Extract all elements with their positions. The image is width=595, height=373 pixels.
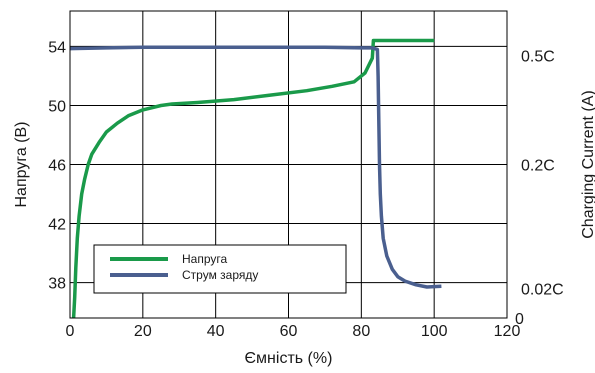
y-left-tick-label-1: 42 [48, 217, 66, 234]
y-left-tick-label-2: 46 [48, 158, 66, 175]
y-left-axis-title: Напруга (В) [13, 122, 30, 208]
y-right-axis-ticks: 0.5C 0.2C 0.02C 0 [515, 48, 564, 328]
plot-frame [69, 10, 508, 319]
x-tick-label-3: 60 [280, 323, 298, 340]
x-tick-label-6: 120 [494, 323, 521, 340]
x-axis-title: Ємність (%) [245, 350, 333, 367]
y-left-tick-label-3: 50 [48, 98, 66, 115]
x-tick-label-4: 80 [352, 323, 370, 340]
x-tick-label-1: 20 [134, 323, 152, 340]
y-left-axis-ticks: 38 42 46 50 54 [48, 39, 66, 292]
legend-label-voltage: Напруга [182, 252, 227, 266]
x-axis-ticks: 0 20 40 60 80 100 120 [66, 323, 521, 340]
y-right-tick-label-2: 0.02C [521, 281, 564, 298]
legend-label-current: Струм заряду [182, 268, 258, 282]
legend-box [93, 244, 347, 294]
x-tick-label-2: 40 [207, 323, 225, 340]
y-right-tick-label-0: 0.5C [521, 48, 555, 65]
x-tick-label-5: 100 [421, 323, 448, 340]
y-right-axis-title: Charging Current (A) [580, 90, 595, 239]
y-right-tick-label-3: 0 [515, 311, 524, 328]
y-left-tick-label-0: 38 [48, 276, 66, 293]
legend: Напруга Струм заряду [93, 244, 347, 294]
x-tick-label-0: 0 [66, 323, 75, 340]
series-layer [69, 38, 442, 319]
series-line-1 [69, 45, 442, 289]
y-left-tick-label-4: 54 [48, 39, 66, 56]
y-right-tick-label-1: 0.2C [521, 158, 555, 175]
series-line-0 [71, 38, 435, 319]
